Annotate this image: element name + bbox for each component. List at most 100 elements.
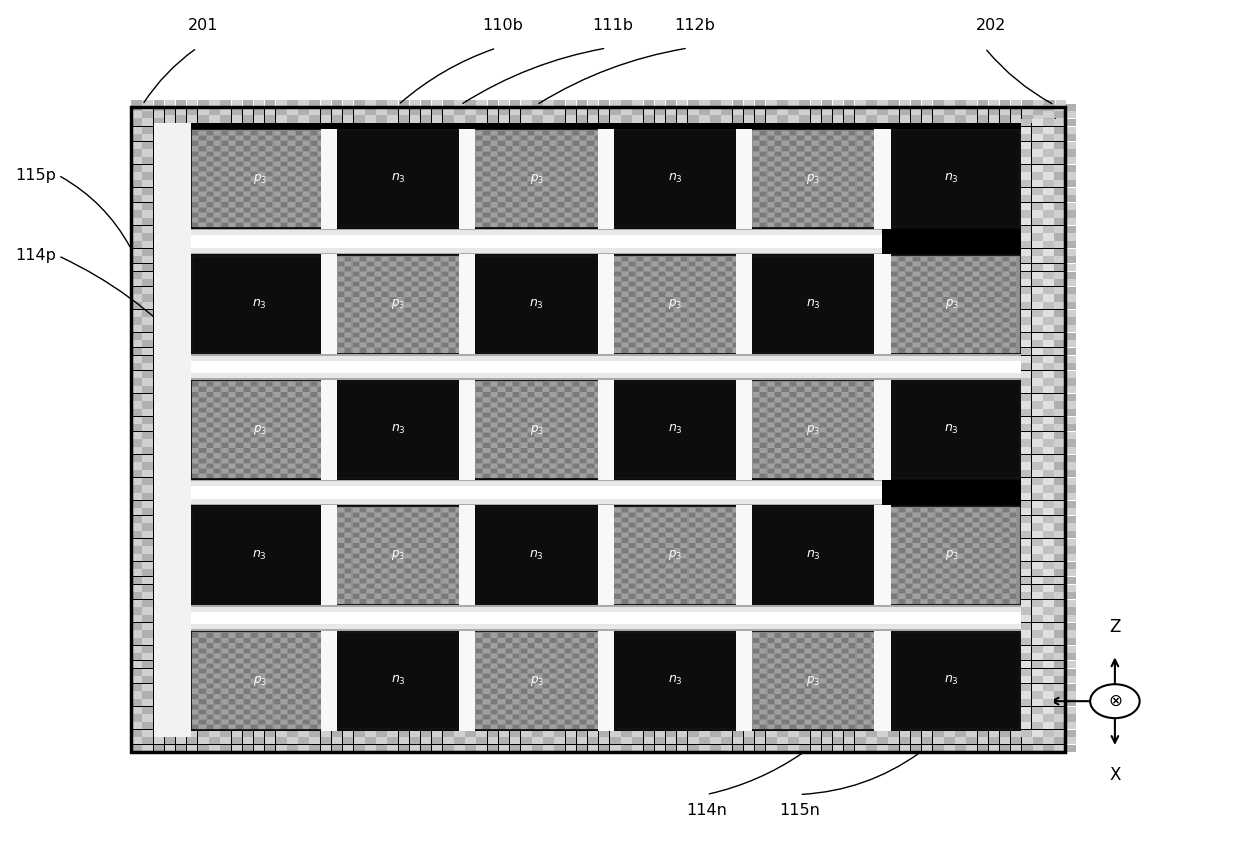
Bar bbox=[296, 664, 303, 668]
Bar bbox=[580, 689, 587, 694]
Bar bbox=[319, 705, 325, 709]
Bar bbox=[820, 428, 826, 432]
Bar bbox=[981, 343, 987, 347]
Bar bbox=[1043, 714, 1054, 722]
Bar bbox=[899, 558, 905, 563]
Bar bbox=[827, 408, 833, 412]
Bar bbox=[827, 418, 833, 422]
Bar bbox=[215, 643, 221, 648]
Bar bbox=[289, 689, 295, 694]
Bar bbox=[973, 312, 980, 317]
Bar bbox=[1054, 454, 1065, 462]
Bar bbox=[857, 167, 863, 171]
Bar bbox=[521, 213, 527, 217]
Bar bbox=[994, 539, 1001, 543]
Bar bbox=[536, 633, 542, 637]
Bar bbox=[521, 710, 527, 714]
Bar bbox=[419, 563, 425, 568]
Bar bbox=[790, 192, 796, 197]
Bar bbox=[1065, 111, 1076, 118]
Bar bbox=[1009, 307, 1016, 311]
Bar bbox=[412, 523, 418, 528]
Bar bbox=[419, 528, 425, 533]
Bar bbox=[959, 338, 965, 342]
Bar bbox=[1054, 180, 1065, 187]
Bar bbox=[419, 518, 425, 523]
Bar bbox=[681, 558, 687, 563]
Bar bbox=[506, 208, 512, 212]
Bar bbox=[432, 745, 443, 752]
Bar bbox=[154, 691, 164, 699]
Bar bbox=[311, 679, 317, 683]
Bar bbox=[513, 725, 520, 729]
Bar bbox=[677, 108, 687, 115]
Bar bbox=[289, 684, 295, 688]
Bar bbox=[491, 643, 497, 648]
Bar bbox=[805, 720, 811, 724]
Bar bbox=[222, 710, 228, 714]
Bar bbox=[844, 729, 854, 737]
Bar bbox=[621, 584, 627, 588]
Bar bbox=[666, 544, 672, 548]
Bar bbox=[703, 594, 709, 598]
Bar bbox=[374, 338, 381, 342]
Bar bbox=[651, 544, 657, 548]
Bar bbox=[966, 594, 972, 598]
Bar bbox=[827, 213, 833, 217]
Bar bbox=[929, 574, 935, 578]
Bar bbox=[465, 108, 476, 115]
Bar bbox=[551, 464, 557, 468]
Bar bbox=[790, 710, 796, 714]
Bar bbox=[966, 302, 972, 306]
Bar bbox=[131, 150, 141, 157]
Bar bbox=[884, 333, 890, 337]
Bar bbox=[666, 312, 672, 317]
Bar bbox=[154, 134, 164, 141]
Bar bbox=[673, 297, 680, 301]
Bar bbox=[988, 257, 993, 261]
Bar bbox=[237, 203, 243, 207]
Bar bbox=[944, 737, 955, 745]
Bar bbox=[973, 599, 980, 603]
Bar bbox=[658, 288, 665, 292]
Bar bbox=[760, 454, 766, 458]
Bar bbox=[580, 725, 587, 729]
Bar bbox=[543, 428, 549, 432]
Bar bbox=[673, 312, 680, 317]
Bar bbox=[449, 534, 455, 538]
Bar bbox=[311, 689, 317, 694]
Bar bbox=[805, 725, 811, 729]
Bar bbox=[558, 428, 564, 432]
Bar bbox=[367, 348, 373, 352]
Bar bbox=[906, 554, 913, 557]
Bar bbox=[1043, 256, 1054, 264]
Bar bbox=[551, 182, 557, 186]
Bar bbox=[673, 307, 680, 311]
Bar bbox=[565, 162, 572, 166]
Bar bbox=[337, 267, 343, 271]
Bar bbox=[281, 151, 288, 156]
Bar bbox=[131, 546, 141, 554]
Bar bbox=[955, 737, 966, 745]
Bar bbox=[330, 563, 336, 568]
Bar bbox=[469, 418, 475, 422]
Bar bbox=[775, 423, 781, 427]
Bar bbox=[849, 464, 856, 468]
Bar bbox=[200, 710, 206, 714]
Bar bbox=[532, 737, 543, 745]
Bar bbox=[988, 737, 999, 745]
Bar bbox=[528, 408, 534, 412]
Bar bbox=[252, 705, 258, 709]
Bar bbox=[977, 729, 988, 737]
Bar bbox=[389, 589, 396, 593]
Bar bbox=[835, 423, 841, 427]
Bar bbox=[1021, 600, 1032, 607]
Bar bbox=[131, 325, 141, 332]
Bar bbox=[222, 725, 228, 729]
Bar bbox=[718, 584, 724, 588]
Bar bbox=[899, 333, 905, 337]
Bar bbox=[629, 594, 635, 598]
Bar bbox=[768, 187, 774, 191]
Bar bbox=[476, 684, 482, 688]
Bar bbox=[658, 262, 665, 266]
